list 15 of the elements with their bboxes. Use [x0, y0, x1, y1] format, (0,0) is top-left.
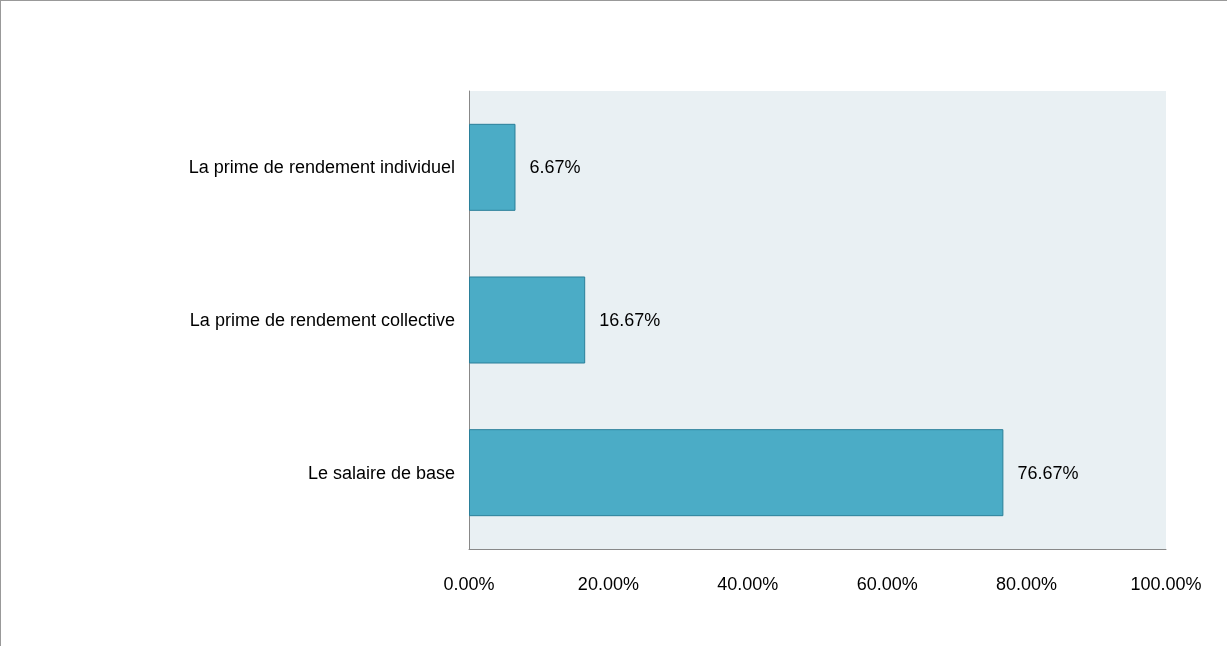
x-tick-label: 80.00% [996, 574, 1058, 594]
y-tick-label: La prime de rendement individuel [188, 157, 455, 178]
x-tick-label: 100.00% [1130, 574, 1202, 594]
x-tick-label: 40.00% [717, 574, 779, 594]
y-tick-label: La prime de rendement collective [189, 310, 455, 330]
x-tick-label: 20.00% [577, 574, 639, 594]
bar [469, 123, 516, 211]
data-label: 16.67% [599, 310, 661, 330]
y-tick-label: Le salaire de base [307, 462, 455, 483]
x-tick-label: 60.00% [856, 574, 918, 594]
data-label: 6.67% [529, 157, 581, 178]
data-label: 76.67% [1017, 462, 1079, 483]
bar [469, 429, 1004, 517]
x-tick-label: 0.00% [443, 574, 495, 594]
bar [469, 276, 586, 364]
